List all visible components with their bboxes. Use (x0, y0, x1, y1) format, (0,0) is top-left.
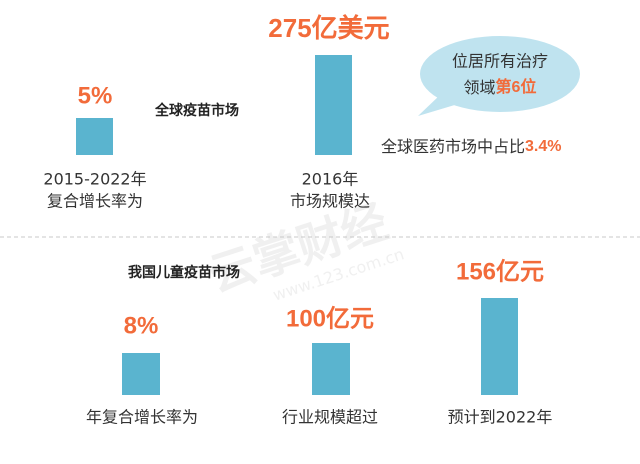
bubble-text: 位居所有治疗 (452, 52, 548, 71)
bar (481, 298, 518, 395)
label: 行业规模超过 (282, 408, 378, 427)
size-value: 275亿美元 (268, 13, 389, 43)
growth-value: 8% (124, 312, 159, 339)
share-value: 3.4% (525, 138, 561, 155)
label: 年复合增长率为 (86, 408, 198, 427)
bubble-text: 领域 (464, 78, 496, 97)
share-prefix: 全球医药市场中占比 (381, 137, 525, 156)
watermark: 云掌财经 www.123.com.cn (203, 194, 407, 305)
section-title: 全球疫苗市场 (154, 102, 239, 119)
label: 2016年 (302, 170, 359, 189)
speech-bubble: 位居所有治疗 领域第6位 (418, 36, 580, 116)
bar (315, 55, 352, 155)
label: 复合增长率为 (47, 192, 143, 211)
forecast-value: 156亿元 (456, 258, 544, 285)
bubble-text: 领域第6位 (464, 77, 537, 96)
section-title: 我国儿童疫苗市场 (128, 264, 240, 281)
bubble-highlight: 第6位 (496, 77, 537, 96)
size-value: 100亿元 (286, 305, 374, 332)
label: 2015-2022年 (43, 170, 146, 189)
share-text: 全球医药市场中占比3.4% (381, 137, 561, 156)
bar (122, 353, 160, 395)
growth-value: 5% (78, 82, 113, 109)
label: 预计到2022年 (448, 408, 553, 427)
bar (312, 343, 350, 395)
bar (76, 118, 113, 155)
label: 市场规模达 (290, 192, 370, 211)
